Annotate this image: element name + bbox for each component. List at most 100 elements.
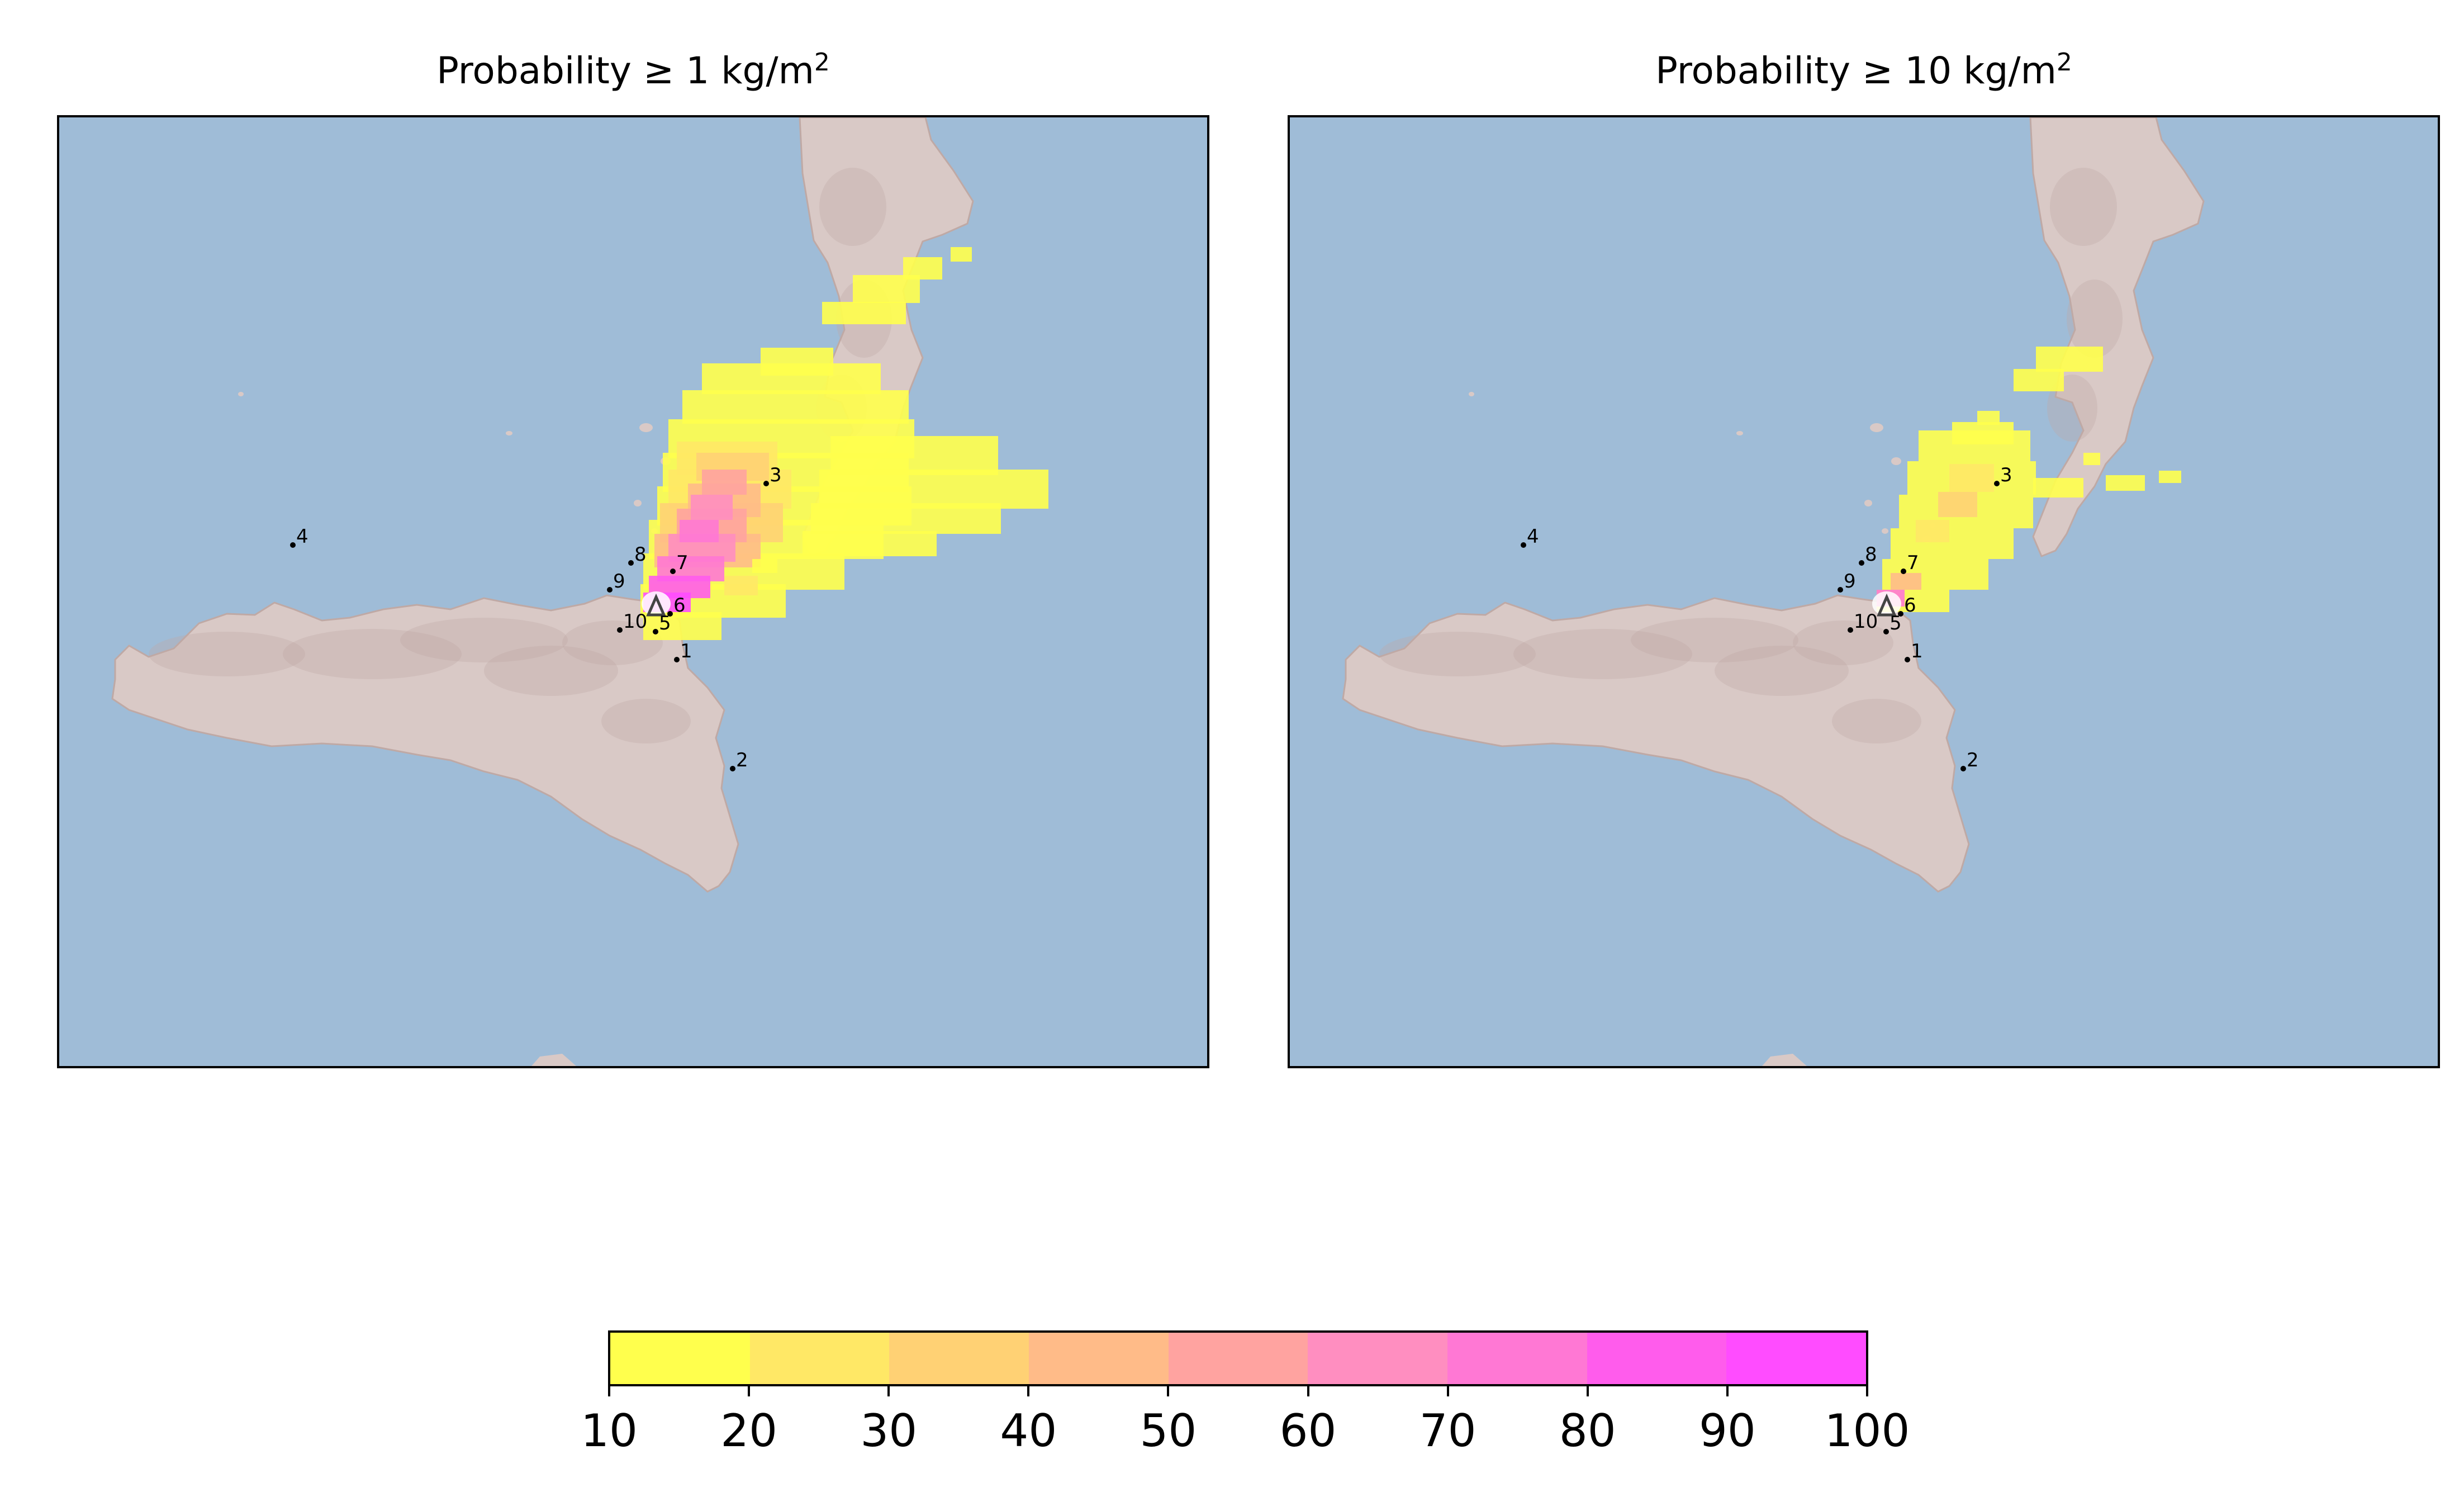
panel-title-right-sup: 2 <box>2056 48 2072 77</box>
probability-cell <box>643 612 721 640</box>
station-marker <box>617 627 623 633</box>
island-7 <box>506 431 512 435</box>
colorbar-tick <box>608 1384 610 1396</box>
probability-cell <box>951 247 972 262</box>
station-label: 10 <box>623 610 647 633</box>
colorbar-tick <box>1307 1384 1309 1396</box>
relief-shade-4 <box>1793 620 1893 665</box>
station-marker <box>1521 542 1526 548</box>
relief-shade-0 <box>1379 632 1536 676</box>
volcano-vent-icon <box>646 593 666 617</box>
colorbar-bin <box>889 1333 1029 1384</box>
probability-cell <box>752 559 777 573</box>
colorbar-bin <box>749 1333 890 1384</box>
island-4 <box>1882 528 1888 534</box>
station-marker <box>1901 569 1906 574</box>
probability-cell <box>702 470 747 495</box>
colorbar-bin <box>1726 1333 1867 1384</box>
vent-summit-area <box>1872 591 1901 616</box>
probability-cell <box>803 531 937 556</box>
station-marker <box>1848 627 1853 633</box>
panel-title-left-sup: 2 <box>814 48 830 77</box>
colorbar-tick-label: 70 <box>1419 1405 1476 1457</box>
relief-shade-2 <box>400 618 568 662</box>
station-label: 7 <box>1907 552 1919 574</box>
station-label: 8 <box>1865 543 1877 566</box>
colorbar-tick <box>1027 1384 1030 1396</box>
station-label: 1 <box>680 640 692 662</box>
colorbar-tick-label: 10 <box>581 1405 638 1457</box>
relief-shade-3 <box>1715 646 1849 696</box>
sea <box>59 117 1207 1066</box>
probability-cell <box>1891 573 1921 590</box>
relief-shade-3 <box>484 646 618 696</box>
station-label: 8 <box>634 543 647 566</box>
panel-title-right: Probability ≥ 10 kg/m2 <box>1288 40 2440 93</box>
probability-cell <box>2033 478 2083 498</box>
station-label: 3 <box>2000 464 2012 486</box>
sea <box>1290 117 2438 1066</box>
map-panel-right[interactable]: 1 2 3 4 5 6 7 8 9 10 <box>1288 115 2440 1068</box>
map-panel-left[interactable]: 1 2 3 4 5 6 7 8 9 10 <box>57 115 1209 1068</box>
island-6 <box>238 392 244 396</box>
station-marker <box>1838 587 1843 593</box>
land-calabria <box>2029 117 2205 557</box>
relief-shade-7 <box>2067 280 2123 358</box>
probability-cell <box>822 302 906 324</box>
station-label: 7 <box>676 552 689 574</box>
island-7 <box>1736 431 1743 435</box>
relief-shade-6 <box>819 168 886 246</box>
land-fragment <box>1762 1054 1807 1066</box>
probability-cell <box>724 576 758 595</box>
colorbar-tick <box>1726 1384 1729 1396</box>
relief-shade-6 <box>2050 168 2117 246</box>
colorbar-tick <box>1866 1384 1868 1396</box>
colorbar-tick-label: 50 <box>1140 1405 1197 1457</box>
land-fragment <box>531 1054 576 1066</box>
panel-title-right-text: Probability ≥ 10 kg/m <box>1655 49 2057 92</box>
probability-cell <box>2159 471 2181 483</box>
colorbar-bin <box>610 1333 750 1384</box>
station-marker <box>1883 629 1889 634</box>
relief-shade-5 <box>1832 699 1921 743</box>
probability-cell <box>691 495 733 520</box>
panel-title-left-text: Probability ≥ 1 kg/m <box>436 49 814 92</box>
station-label: 4 <box>1527 525 1539 548</box>
island-1 <box>1891 457 1901 465</box>
relief-shade-1 <box>1513 629 1692 679</box>
island-2 <box>634 500 642 506</box>
vent-summit-area <box>642 591 671 616</box>
colorbar-tick <box>1586 1384 1589 1396</box>
probability-cell <box>2036 347 2103 372</box>
colorbar-tick-label: 100 <box>1824 1405 1910 1457</box>
probability-cell <box>1949 464 1994 492</box>
station-label: 2 <box>736 749 748 771</box>
colorbar-bin <box>1447 1333 1587 1384</box>
station-marker <box>628 560 634 566</box>
colorbar-tick <box>887 1384 890 1396</box>
station-marker <box>607 587 613 593</box>
probability-cell <box>1891 528 2014 559</box>
station-marker <box>653 629 658 634</box>
probability-cell <box>680 520 719 542</box>
colorbar-bin <box>1587 1333 1727 1384</box>
colorbar-tick-label: 60 <box>1279 1405 1337 1457</box>
island-0 <box>639 423 653 432</box>
colorbar-tick-label: 90 <box>1698 1405 1756 1457</box>
station-marker <box>730 766 735 771</box>
station-marker <box>1905 657 1910 662</box>
colorbar-tick-label: 20 <box>720 1405 777 1457</box>
map-right-svg: 1 2 3 4 56 7 89 10 <box>1290 117 2438 1066</box>
station-label: 2 <box>1967 749 1979 771</box>
station-label: 4 <box>296 525 308 548</box>
colorbar-bin <box>1168 1333 1308 1384</box>
island-6 <box>1469 392 1474 396</box>
land-sicily <box>111 594 739 893</box>
station-marker <box>763 481 769 486</box>
station-label: 1 <box>1911 640 1923 662</box>
probability-cell <box>811 503 1001 534</box>
colorbar-tick <box>1446 1384 1449 1396</box>
probability-cell <box>819 470 1048 509</box>
station-marker <box>1859 560 1864 566</box>
relief-shade-1 <box>283 629 462 679</box>
